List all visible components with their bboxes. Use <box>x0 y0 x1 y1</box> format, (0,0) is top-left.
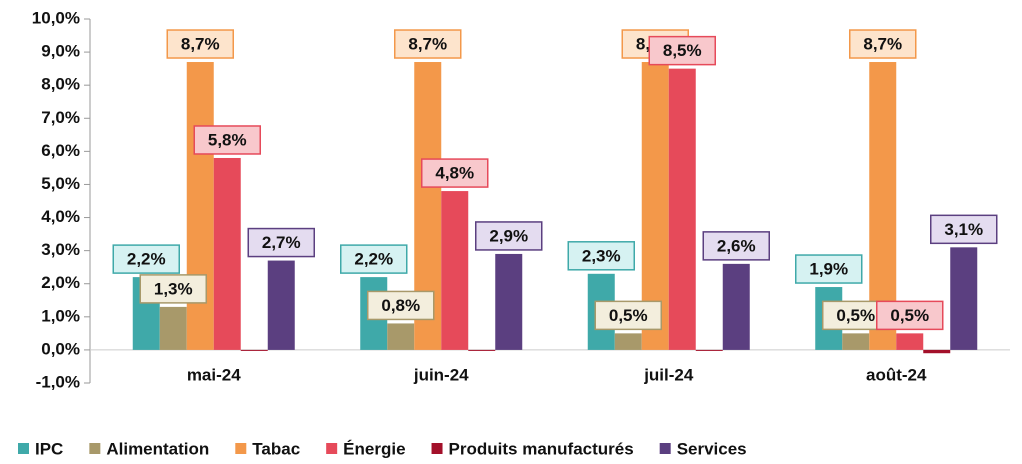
bar <box>441 191 469 350</box>
data-label: 2,6% <box>717 236 756 255</box>
data-label: 2,3% <box>582 246 621 265</box>
bar <box>896 333 924 350</box>
data-label: 1,3% <box>154 279 193 298</box>
data-label: 1,9% <box>809 260 848 279</box>
bar <box>159 306 187 350</box>
bar <box>950 247 978 350</box>
bar <box>842 333 870 350</box>
data-label: 2,7% <box>262 233 301 252</box>
legend-label: Produits manufacturés <box>449 439 634 458</box>
bar <box>722 263 750 350</box>
data-label-box <box>930 214 998 245</box>
x-tick-label: août-24 <box>866 365 927 384</box>
legend-swatch <box>431 443 443 454</box>
bar <box>387 323 415 350</box>
bar <box>495 253 523 350</box>
data-label-box <box>367 290 435 321</box>
y-tick-label: 2,0% <box>41 273 80 292</box>
legend-label: Tabac <box>252 439 300 458</box>
data-label-box <box>567 241 635 271</box>
data-label: 0,5% <box>836 306 875 325</box>
x-tick-label: juin-24 <box>413 365 469 384</box>
legend-swatch <box>235 443 247 454</box>
data-label: 0,8% <box>381 296 420 315</box>
data-label: 8,7% <box>408 35 447 54</box>
data-label: 8,7% <box>181 35 220 54</box>
data-label: 3,1% <box>944 220 983 239</box>
data-label-box <box>193 125 261 155</box>
data-label: 8,5% <box>663 41 702 60</box>
y-tick-label: 1,0% <box>41 306 80 325</box>
data-label: 2,2% <box>354 250 393 269</box>
data-label-box <box>247 227 315 258</box>
y-tick-label: 6,0% <box>41 141 80 160</box>
legend-label: IPC <box>35 439 63 458</box>
y-tick-label: 8,0% <box>41 75 80 94</box>
bar <box>240 349 268 351</box>
y-tick-label: -1,0% <box>36 372 80 391</box>
data-label: 2,9% <box>489 226 528 245</box>
data-label-box <box>139 274 207 304</box>
legend-swatch <box>18 443 29 454</box>
y-tick-label: 9,0% <box>41 42 80 61</box>
legend-label: Alimentation <box>106 439 209 458</box>
y-tick-label: 10,0% <box>32 8 80 27</box>
data-label-box <box>112 244 180 274</box>
legend-label: Services <box>677 439 747 458</box>
bar <box>668 68 696 350</box>
y-tick-label: 0,0% <box>41 339 80 358</box>
data-label-box <box>166 29 234 59</box>
bar <box>213 157 241 350</box>
data-label-box <box>849 29 917 59</box>
data-label-box <box>876 300 944 331</box>
data-label-box <box>648 35 716 66</box>
bar <box>468 349 496 351</box>
data-label-box <box>340 244 408 274</box>
legend-label: Énergie <box>343 439 405 458</box>
data-label-box <box>594 300 662 331</box>
data-label: 0,5% <box>609 306 648 325</box>
data-label-box <box>475 221 543 251</box>
x-tick-label: mai-24 <box>187 365 241 384</box>
data-label: 8,7% <box>863 35 902 54</box>
legend-swatch <box>659 443 671 454</box>
data-label-box <box>394 29 462 59</box>
data-label: 4,8% <box>435 164 474 183</box>
data-label: 0,5% <box>890 306 929 325</box>
bar <box>614 333 642 350</box>
bar <box>267 260 295 350</box>
data-label-box <box>702 231 770 261</box>
y-tick-label: 3,0% <box>41 240 80 259</box>
bar <box>695 349 723 351</box>
data-label: 5,8% <box>208 130 247 149</box>
y-tick-label: 7,0% <box>41 108 80 127</box>
legend-swatch <box>89 443 101 454</box>
data-label-box <box>421 158 489 188</box>
data-label: 2,2% <box>127 250 166 269</box>
legend-swatch <box>326 443 338 454</box>
data-label-box <box>795 254 863 284</box>
y-tick-label: 4,0% <box>41 207 80 226</box>
y-tick-label: 5,0% <box>41 174 80 193</box>
bar <box>923 349 951 354</box>
bar <box>186 62 214 350</box>
x-tick-label: juil-24 <box>643 365 694 384</box>
